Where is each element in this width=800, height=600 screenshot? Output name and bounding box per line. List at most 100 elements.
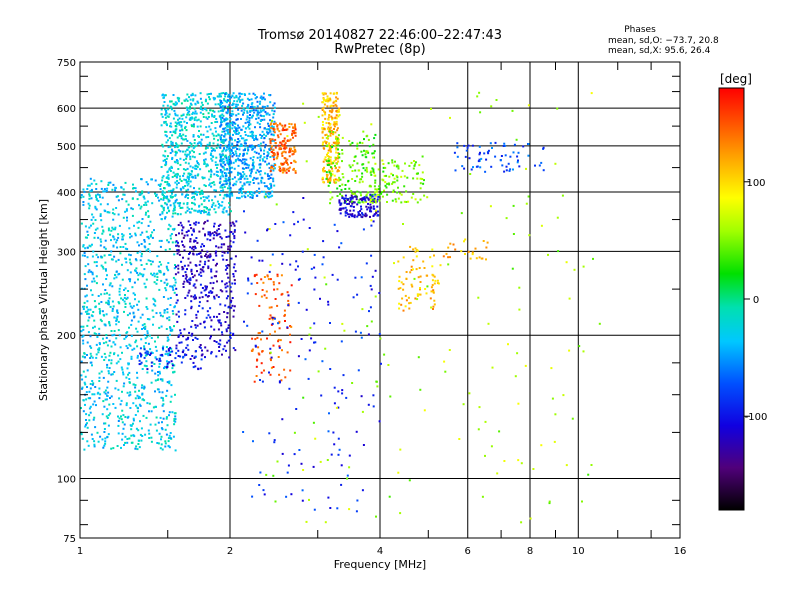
echo-point (167, 227, 170, 230)
echo-point (414, 161, 417, 164)
echo-point (259, 109, 262, 112)
echo-point (136, 376, 139, 379)
echo-point (182, 282, 185, 285)
echo-point (338, 114, 341, 117)
echo-point (225, 157, 228, 160)
echo-point (238, 131, 241, 134)
echo-point (234, 160, 237, 163)
echo-point (189, 251, 191, 254)
echo-point (112, 245, 115, 248)
echo-point (106, 394, 108, 397)
echo-point (349, 143, 352, 146)
echo-point (212, 202, 215, 205)
echo-point (165, 433, 168, 436)
echo-point (383, 353, 386, 356)
echo-point (107, 227, 110, 230)
echo-point (231, 144, 234, 146)
echo-point (505, 165, 508, 168)
echo-point (233, 100, 236, 103)
echo-point (205, 126, 208, 129)
echo-point (324, 100, 327, 103)
echo-point (95, 264, 98, 267)
echo-point (177, 118, 179, 121)
echo-point (99, 238, 102, 241)
echo-point (178, 97, 181, 100)
echo-point (87, 397, 90, 400)
echo-point (283, 137, 286, 140)
echo-point (113, 333, 116, 336)
echo-point (340, 483, 343, 486)
echo-point (224, 139, 227, 142)
echo-point (174, 132, 177, 135)
echo-point (202, 196, 205, 198)
echo-point (199, 212, 202, 215)
echo-point (207, 195, 210, 198)
echo-point (128, 227, 131, 230)
echo-point (353, 216, 356, 219)
echo-point (136, 303, 139, 306)
echo-point (259, 96, 262, 99)
echo-point (227, 213, 230, 216)
echo-point (232, 161, 235, 164)
echo-point (341, 152, 344, 155)
echo-point (239, 100, 241, 103)
echo-point (198, 230, 201, 233)
echo-point (486, 241, 489, 244)
echo-point (305, 160, 308, 163)
echo-point (458, 438, 461, 440)
echo-point (190, 103, 193, 106)
echo-point (277, 340, 280, 343)
echo-point (237, 108, 240, 111)
echo-point (227, 178, 230, 181)
echo-point (194, 245, 196, 248)
echo-point (125, 298, 128, 300)
echo-point (203, 222, 206, 225)
echo-point (230, 137, 233, 140)
echo-point (111, 285, 114, 288)
echo-point (195, 313, 198, 316)
echo-point (93, 261, 96, 264)
echo-point (249, 131, 252, 134)
echo-point (342, 374, 345, 377)
echo-point (329, 148, 332, 151)
echo-point (356, 142, 359, 145)
echo-point (276, 151, 279, 154)
echo-point (223, 194, 226, 197)
echo-point (327, 126, 330, 129)
echo-point (231, 138, 233, 141)
echo-point (573, 268, 576, 271)
echo-point (288, 122, 291, 125)
echo-point (236, 141, 239, 143)
echo-point (194, 324, 197, 327)
echo-point (197, 310, 199, 313)
echo-point (365, 151, 368, 154)
echo-point (414, 198, 417, 201)
echo-point (335, 137, 337, 140)
echo-point (194, 164, 197, 167)
echo-point (224, 132, 227, 135)
echo-point (372, 205, 375, 208)
echo-point (242, 149, 245, 152)
echo-point (412, 268, 414, 271)
echo-point (382, 170, 385, 173)
echo-point (136, 356, 139, 359)
echo-point (140, 178, 143, 181)
echo-point (272, 126, 275, 129)
echo-point (481, 257, 484, 260)
echo-point (169, 189, 172, 192)
echo-point (200, 274, 203, 277)
echo-point (255, 171, 258, 174)
echo-point (192, 339, 194, 341)
echo-point (193, 198, 196, 201)
echo-point (302, 218, 305, 221)
echo-point (507, 162, 510, 165)
echo-point (122, 188, 125, 191)
echo-point (341, 194, 344, 197)
echo-point (90, 197, 93, 200)
echo-point (143, 245, 146, 248)
echo-point (171, 363, 174, 365)
echo-point (97, 440, 100, 443)
echo-point (241, 162, 244, 164)
echo-point (447, 256, 450, 259)
echo-point (249, 175, 252, 178)
